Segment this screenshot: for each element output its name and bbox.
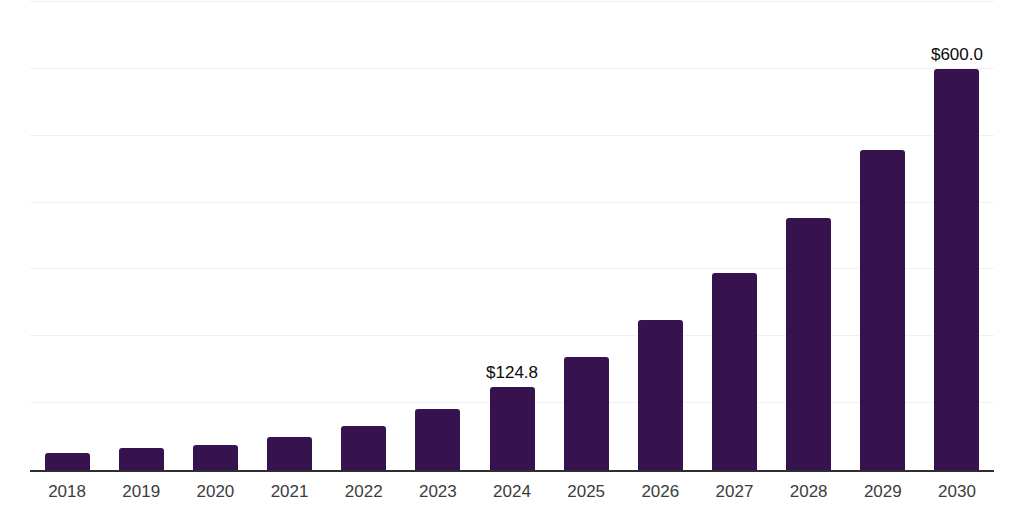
bar-2018	[45, 453, 90, 470]
bar-2021	[267, 437, 312, 470]
x-tick-label-2026: 2026	[623, 482, 697, 502]
bar-slot-2022	[327, 2, 401, 470]
bar-2025	[564, 357, 609, 470]
data-label-2024: $124.8	[486, 363, 538, 383]
x-tick-label-2030: 2030	[920, 482, 994, 502]
bar-slot-2024: $124.8	[475, 2, 549, 470]
bar-slot-2028	[772, 2, 846, 470]
bar-2019	[119, 448, 164, 470]
bar-2022	[341, 426, 386, 470]
bar-2027	[712, 273, 757, 470]
bar-slot-2026	[623, 2, 697, 470]
bar-slot-2023	[401, 2, 475, 470]
x-tick-label-2022: 2022	[327, 482, 401, 502]
x-axis-labels: 2018201920202021202220232024202520262027…	[30, 482, 994, 502]
bar-slot-2019	[104, 2, 178, 470]
bar-slot-2027	[697, 2, 771, 470]
x-tick-label-2027: 2027	[697, 482, 771, 502]
bar-2023	[415, 409, 460, 470]
bar-slot-2029	[846, 2, 920, 470]
x-tick-label-2020: 2020	[178, 482, 252, 502]
bar-2030	[934, 69, 979, 470]
bar-2024	[490, 387, 535, 470]
x-tick-label-2024: 2024	[475, 482, 549, 502]
bar-chart: $124.8$600.0 201820192020202120222023202…	[0, 0, 1024, 512]
bar-slot-2020	[178, 2, 252, 470]
x-tick-label-2023: 2023	[401, 482, 475, 502]
x-tick-label-2025: 2025	[549, 482, 623, 502]
bar-slot-2025	[549, 2, 623, 470]
bar-slot-2030: $600.0	[920, 2, 994, 470]
x-tick-label-2021: 2021	[252, 482, 326, 502]
bar-slot-2018	[30, 2, 104, 470]
x-tick-label-2018: 2018	[30, 482, 104, 502]
bar-2026	[638, 320, 683, 470]
bars-layer: $124.8 $600.0	[30, 2, 994, 470]
data-label-2030: $600.0	[931, 45, 983, 65]
x-tick-label-2028: 2028	[772, 482, 846, 502]
plot-area: $124.8 $600.0	[30, 2, 994, 472]
bar-2020	[193, 445, 238, 470]
x-tick-label-2019: 2019	[104, 482, 178, 502]
x-tick-label-2029: 2029	[846, 482, 920, 502]
bar-slot-2021	[252, 2, 326, 470]
bar-2028	[786, 218, 831, 470]
bar-2029	[860, 150, 905, 470]
